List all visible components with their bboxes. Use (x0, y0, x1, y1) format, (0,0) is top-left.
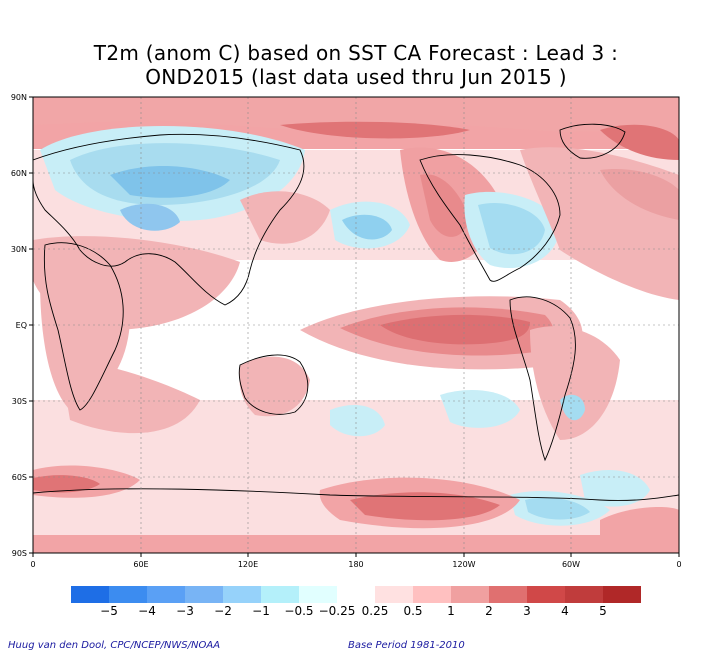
author-credit: Huug van den Dool, CPC/NCEP/NWS/NOAA (8, 640, 221, 651)
legend-swatch (565, 586, 603, 603)
legend-label: −0.5 (284, 604, 314, 618)
legend-swatch (261, 586, 299, 603)
lon-label-120w: 120W (452, 560, 475, 569)
legend-swatch (109, 586, 147, 603)
color-scale-labels: −5 −4 −3 −2 −1 −0.5 −0.25 0.25 0.5 1 2 3 4 5 (0, 604, 712, 620)
color-scale-legend (71, 586, 641, 604)
legend-label: 5 (599, 604, 607, 618)
legend-label: −0.25 (318, 604, 356, 618)
legend-label: −5 (100, 604, 118, 618)
legend-swatch (337, 586, 375, 603)
lat-label-30n: 30N (11, 245, 27, 254)
anomaly-field (33, 97, 679, 553)
legend-label: 0.5 (403, 604, 423, 618)
lon-label-60e: 60E (133, 560, 148, 569)
legend-swatch (451, 586, 489, 603)
legend-label: −2 (214, 604, 232, 618)
legend-swatch (147, 586, 185, 603)
legend-swatch (375, 586, 413, 603)
legend-swatch (489, 586, 527, 603)
legend-label: 4 (561, 604, 569, 618)
lon-label-0-west-edge: 0 (30, 560, 35, 569)
lat-label-30s: 30S (12, 397, 27, 406)
longitude-labels: 0 60E 120E 180 120W 60W 0 (30, 560, 681, 569)
legend-swatch (223, 586, 261, 603)
coastlines (33, 123, 679, 501)
map-title-line-2: OND2015 (last data used thru Jun 2015 ) (145, 65, 567, 89)
legend-swatch (413, 586, 451, 603)
lat-label-60n: 60N (11, 169, 27, 178)
legend-swatch (71, 586, 109, 603)
legend-label: −4 (138, 604, 156, 618)
lat-label-90s: 90S (12, 549, 27, 558)
map-title-line-1: T2m (anom C) based on SST CA Forecast : … (93, 41, 619, 65)
lat-label-eq: EQ (16, 321, 27, 330)
lon-label-60w: 60W (562, 560, 580, 569)
legend-label: 3 (523, 604, 531, 618)
lat-lon-grid (33, 97, 679, 553)
lon-label-0-east-edge: 0 (676, 560, 681, 569)
latitude-labels: 90N 60N 30N EQ 30S 60S 90S (11, 93, 27, 558)
legend-swatch (299, 586, 337, 603)
legend-label: 2 (485, 604, 493, 618)
lat-label-60s: 60S (12, 473, 27, 482)
legend-label: −3 (176, 604, 194, 618)
lon-label-120e: 120E (238, 560, 258, 569)
base-period: Base Period 1981-2010 (348, 640, 465, 651)
legend-label: 0.25 (361, 604, 389, 618)
legend-label: 1 (447, 604, 455, 618)
lon-label-180: 180 (348, 560, 363, 569)
legend-label: −1 (252, 604, 270, 618)
legend-swatch (603, 586, 641, 603)
legend-swatch (527, 586, 565, 603)
legend-swatch (185, 586, 223, 603)
lat-label-90n: 90N (11, 93, 27, 102)
